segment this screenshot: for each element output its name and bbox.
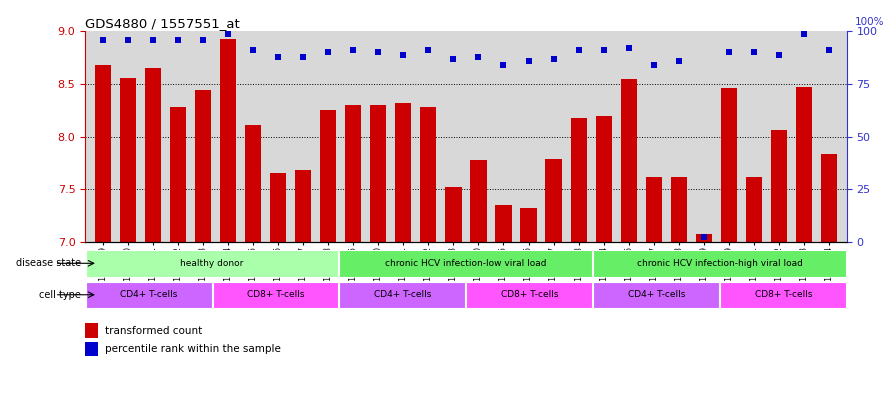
Point [421,47,435,53]
Text: healthy donor: healthy donor [180,259,244,268]
Bar [144,68,161,242]
Text: transformed count: transformed count [106,325,202,336]
Point [371,49,385,55]
Point [271,53,285,60]
Bar [771,130,788,242]
Bar [212,281,339,308]
Bar [571,118,587,242]
Text: cell type: cell type [39,290,81,300]
Bar [320,110,336,242]
Text: GDS4880 / 1557551_at: GDS4880 / 1557551_at [85,17,240,30]
Bar [671,176,687,242]
Point [496,62,511,68]
Text: disease state: disease state [15,258,81,268]
Bar [546,159,562,242]
Text: CD4+ T-cells: CD4+ T-cells [120,290,177,299]
Text: CD8+ T-cells: CD8+ T-cells [246,290,305,299]
Bar [467,281,592,308]
Text: CD8+ T-cells: CD8+ T-cells [754,290,812,299]
Point [797,30,811,37]
Text: chronic HCV infection-high viral load: chronic HCV infection-high viral load [637,259,803,268]
Point [722,49,737,55]
Bar [245,125,261,242]
Point [321,49,335,55]
Point [572,47,586,53]
Point [822,47,836,53]
Bar [593,281,719,308]
Bar [720,88,737,242]
Point [145,37,159,43]
Bar [345,105,361,242]
Text: CD4+ T-cells: CD4+ T-cells [374,290,431,299]
Bar [270,173,286,242]
Point [471,53,486,60]
Bar [821,154,838,242]
Bar [220,39,236,242]
Point [672,58,686,64]
Bar [593,250,846,277]
Bar [420,107,436,242]
Point [170,37,185,43]
Point [521,58,536,64]
Bar [745,176,762,242]
Bar [194,90,211,242]
Bar [495,205,512,242]
Bar [395,103,411,242]
Bar [521,208,537,242]
Point [220,30,235,37]
Point [96,37,110,43]
Text: 100%: 100% [855,17,883,27]
Point [747,49,762,55]
Bar [796,87,813,242]
Point [396,51,410,58]
Point [246,47,260,53]
Point [697,234,711,241]
Bar [119,78,136,242]
Bar [169,107,186,242]
Bar [445,187,461,242]
Bar [295,170,311,242]
Bar [85,323,98,338]
Bar [94,65,111,242]
Point [547,56,561,62]
Bar [470,160,487,242]
Bar [720,281,846,308]
Point [346,47,360,53]
Bar [646,176,662,242]
Bar [86,250,339,277]
Point [597,47,611,53]
Bar [86,281,211,308]
Point [296,53,310,60]
Point [195,37,210,43]
Text: percentile rank within the sample: percentile rank within the sample [106,344,281,354]
Bar [340,281,465,308]
Bar [696,234,712,242]
Text: CD8+ T-cells: CD8+ T-cells [501,290,558,299]
Text: CD4+ T-cells: CD4+ T-cells [627,290,685,299]
Bar [370,105,386,242]
Point [446,56,461,62]
Text: chronic HCV infection-low viral load: chronic HCV infection-low viral load [385,259,547,268]
Point [647,62,661,68]
Bar [596,116,612,242]
Point [772,51,787,58]
Bar [621,79,637,242]
Point [121,37,135,43]
Bar [340,250,592,277]
Bar [85,342,98,356]
Point [622,45,636,51]
